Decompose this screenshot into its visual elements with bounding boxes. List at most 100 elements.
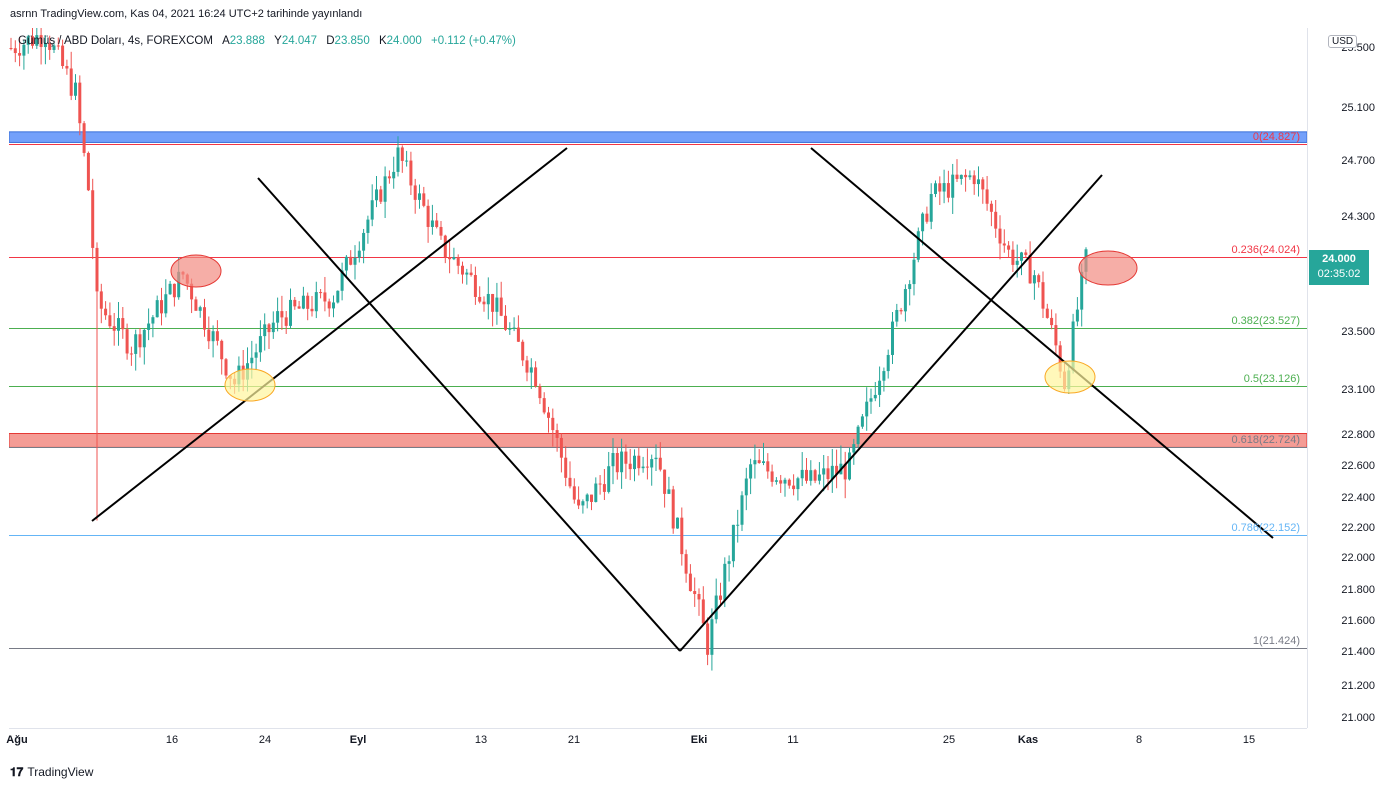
candle [693,577,697,607]
legend-close-value: 24.000 [386,35,422,47]
x-tick-label: 11 [787,734,799,746]
candle [723,557,727,608]
candle [301,286,305,310]
brand-name: TradingView [27,765,94,779]
candle [770,464,774,487]
candle [267,323,271,350]
zones-layer [8,131,1308,448]
price-axis[interactable]: 25.500 25.100 24.700 24.300 23.500 23.100 22.8… [1307,28,1386,728]
candle [194,296,198,311]
candle [994,199,998,238]
candle [650,454,654,486]
y-tick-label: 21.000 [1341,712,1375,724]
time-axis[interactable] [9,728,1307,755]
candle [998,215,1002,260]
candle [452,247,456,261]
candle [559,433,563,473]
candle [835,449,839,489]
candle [336,290,340,304]
candle [340,262,344,301]
trendline-4 [810,147,1274,539]
candle [168,280,172,295]
candle [254,343,258,370]
y-tick-label: 21.600 [1341,615,1375,627]
symbol-legend[interactable]: Gümüş / ABD Doları, 4s, FOREXCOM A23.888… [18,35,516,47]
ellipse-red-right [1078,250,1138,286]
candle [934,180,937,198]
candle [82,121,86,157]
fib-level-label: 0.786(22.152) [1231,521,1301,534]
candle [86,151,90,192]
candle [710,608,714,671]
candle [461,261,464,284]
candle [207,316,211,350]
candle [981,177,985,204]
candle [396,136,400,177]
candle [581,499,585,514]
legend-low-value: 23.850 [334,35,370,47]
candle [121,306,125,339]
candle [61,39,65,69]
candle [327,298,331,317]
candle [903,284,907,322]
candle [671,485,675,534]
candle [155,295,159,318]
candle [1050,309,1054,330]
candle [912,252,916,296]
candle [602,468,606,501]
candle [521,339,525,367]
candle [31,24,34,49]
candle [370,184,374,227]
candle [9,37,13,51]
fib-level-label: 0.382(23.527) [1231,314,1301,327]
x-tick-label: Eyl [349,734,367,746]
candle [964,169,968,192]
candle [547,406,550,433]
candle [882,367,886,392]
candle [611,438,615,485]
legend-low-label: D [326,35,335,47]
y-tick-label: 22.400 [1341,492,1375,504]
candle [198,305,202,318]
x-tick-label: 21 [567,734,581,746]
candle [289,288,292,329]
candle [435,212,439,229]
candle [22,39,26,70]
candle [512,317,516,332]
x-tick-label: Ağu [6,734,28,746]
published-caption: asrnn TradingView.com, Kas 04, 2021 16:2… [10,8,363,20]
candle [375,175,378,208]
candle [637,447,641,476]
candles-layer [9,18,1088,671]
candle [714,578,718,624]
candle [598,475,602,495]
candle [319,288,323,299]
x-tick-label: Kas [1017,734,1039,746]
candle [465,268,469,285]
candle [620,438,624,489]
candle [220,339,224,375]
candle [796,476,800,501]
candle [1037,273,1041,288]
candle [35,26,39,49]
candle [1041,271,1045,319]
y-tick-label: 21.200 [1341,680,1375,692]
candle [211,325,215,358]
y-tick-label: 22.800 [1341,429,1375,441]
tradingview-logo[interactable]: 𝟏𝟕 TradingView [10,765,93,780]
chart-plot-area[interactable] [8,18,1308,728]
chart-svg[interactable] [8,18,1308,728]
candle [409,151,413,195]
trendline-2 [257,177,681,652]
candle [147,308,151,341]
candle [577,486,581,510]
candle [413,178,417,214]
candle [516,315,520,342]
candle [117,302,120,346]
candle [258,320,262,362]
y-tick-label: 22.000 [1341,552,1375,564]
candle [688,564,692,592]
fib-lines-layer [9,144,1307,649]
currency-badge[interactable]: USD [1328,35,1358,48]
candle [856,424,860,449]
